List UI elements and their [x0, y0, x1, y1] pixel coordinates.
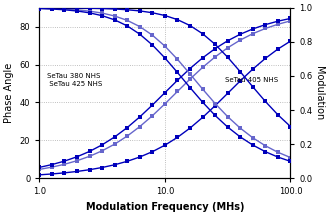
X-axis label: Modulation Frequency (MHs): Modulation Frequency (MHs): [86, 202, 244, 212]
Y-axis label: Modulation: Modulation: [314, 66, 324, 120]
Text: SeTau 405 NHS: SeTau 405 NHS: [225, 77, 278, 83]
Text: SeTau 380 NHS
 SeTau 425 NHS: SeTau 380 NHS SeTau 425 NHS: [47, 73, 102, 87]
Y-axis label: Phase Angle: Phase Angle: [4, 63, 14, 123]
